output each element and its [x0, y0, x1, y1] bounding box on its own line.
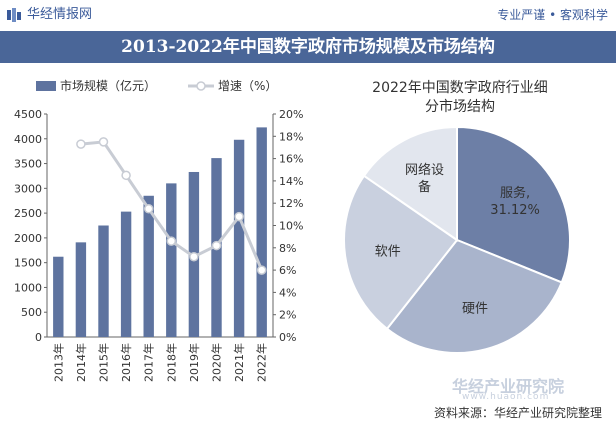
right-tick-label: 4%: [279, 286, 296, 299]
watermark-brand: 华经产业研究院: [452, 377, 565, 396]
pie-slice: [362, 125, 458, 242]
bar: [53, 256, 64, 337]
right-tick-label: 18%: [279, 130, 303, 143]
right-tick-label: 14%: [279, 175, 303, 188]
brand-name: 华经情报网: [27, 7, 93, 22]
pie-slice-label: 软件: [375, 244, 401, 259]
pie-slice-label: 网络设: [405, 162, 444, 178]
bar: [166, 183, 177, 337]
right-tick-label: 20%: [279, 108, 303, 121]
pie-slice-value: 31.12%: [490, 203, 540, 218]
x-tick-label: 2013年: [51, 343, 65, 382]
pie-slice: [343, 174, 459, 331]
x-tick-label: 2016年: [119, 343, 133, 382]
bar: [120, 211, 132, 337]
left-tick-label: 2000: [14, 232, 42, 245]
x-tick-label: 2017年: [142, 343, 156, 382]
x-tick-label: 2018年: [164, 343, 178, 382]
brand-logo-icon: [7, 8, 21, 22]
pie-slice: [385, 238, 564, 354]
source-note: 资料来源：华经产业研究院整理: [433, 406, 602, 420]
left-tick-label: 1500: [14, 257, 42, 270]
pie-slice-label: 备: [418, 179, 431, 195]
left-tick-label: 0: [35, 331, 42, 344]
bar: [143, 195, 154, 337]
legend-line-label: 增速（%）: [218, 79, 277, 93]
growth-point: [121, 170, 131, 181]
x-tick-label: 2015年: [97, 343, 111, 382]
left-tick-label: 2500: [14, 207, 42, 220]
right-tick-label: 8%: [279, 242, 296, 255]
legend-line-marker: [196, 81, 206, 91]
brand-slogan: 专业严谨 • 客观科学: [497, 8, 608, 22]
x-tick-label: 2022年: [255, 343, 269, 382]
bar: [75, 242, 87, 337]
right-tick-label: 16%: [279, 153, 303, 166]
left-tick-label: 4000: [14, 133, 42, 146]
x-tick-label: 2021年: [232, 343, 246, 382]
growth-point: [76, 139, 86, 149]
pie-slice-label: 服务,: [500, 185, 530, 201]
x-tick-label: 2020年: [210, 343, 224, 382]
bar: [98, 225, 109, 337]
growth-point: [98, 137, 109, 147]
x-tick-label: 2019年: [187, 343, 201, 382]
right-tick-label: 0%: [279, 331, 296, 344]
pie-title-line2: 分市场结构: [425, 98, 495, 115]
left-tick-label: 500: [21, 306, 42, 319]
pie-slice-label: 硬件: [462, 302, 488, 317]
bar: [256, 127, 267, 337]
bar: [233, 139, 245, 337]
top-bar: 华经情报网 专业严谨 • 客观科学: [0, 0, 616, 31]
growth-point: [256, 265, 267, 275]
right-tick-label: 2%: [279, 309, 296, 322]
x-tick-label: 2014年: [74, 343, 88, 382]
left-tick-label: 3000: [14, 182, 42, 195]
growth-point: [143, 204, 154, 214]
growth-point: [189, 251, 199, 262]
page-title: 2013-2022年中国数字政府市场规模及市场结构: [121, 37, 495, 57]
left-tick-label: 4500: [14, 108, 42, 121]
pie-slice: [456, 125, 571, 284]
right-tick-label: 10%: [279, 220, 303, 233]
legend-bar-label: 市场规模（亿元）: [60, 78, 156, 93]
pie-title-line1: 2022年中国数字政府行业细: [372, 80, 548, 96]
title-bar: 2013-2022年中国数字政府市场规模及市场结构: [0, 31, 616, 63]
watermark-url: www.huaon.com: [462, 392, 550, 402]
right-tick-label: 6%: [279, 264, 296, 277]
right-tick-label: 12%: [279, 197, 303, 210]
legend-bar-swatch: [36, 81, 56, 91]
left-tick-label: 3500: [14, 158, 42, 171]
growth-point: [166, 236, 177, 246]
growth-point: [234, 211, 244, 222]
left-tick-label: 1000: [14, 281, 42, 294]
growth-point: [211, 240, 222, 251]
